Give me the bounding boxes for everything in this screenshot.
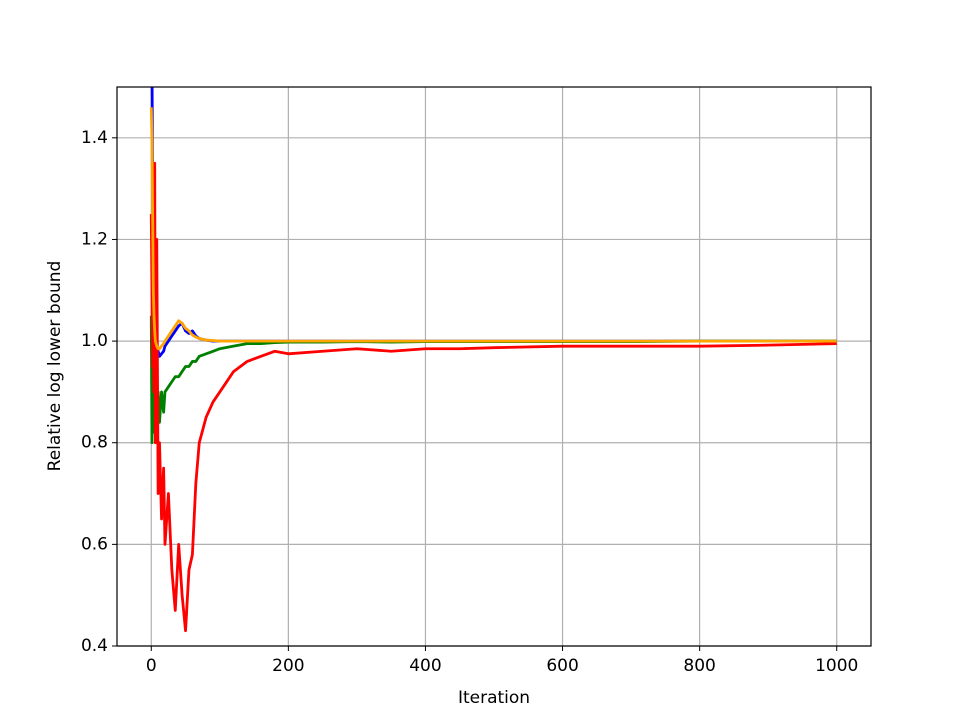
series-line [149, 107, 837, 351]
x-tick-label: 800 [683, 656, 715, 676]
plot-frame [116, 86, 872, 647]
x-axis-label: Iteration [458, 688, 530, 708]
y-tick-label: 0.6 [81, 534, 108, 554]
y-axis-label: Relative log lower bound [45, 261, 65, 472]
grid [117, 87, 871, 647]
plot-lines [149, 87, 837, 633]
x-tick-label: 0 [146, 656, 157, 676]
series-line [150, 87, 837, 358]
y-tick-label: 0.8 [81, 433, 108, 453]
x-tick-label: 400 [409, 656, 441, 676]
series-line [149, 161, 837, 633]
y-tick-label: 0.4 [81, 636, 108, 656]
y-tick-label: 1.0 [81, 331, 108, 351]
series-line [149, 315, 837, 445]
x-tick-label: 600 [546, 656, 578, 676]
x-tick-label: 1000 [815, 656, 858, 676]
x-tick-label: 200 [272, 656, 304, 676]
ticks: 0.4 0.6 0.8 1.0 1.2 1.4 0 200 400 600 800 1000 [81, 128, 858, 676]
y-tick-label: 1.2 [81, 229, 108, 249]
y-tick-label: 1.4 [81, 128, 108, 148]
